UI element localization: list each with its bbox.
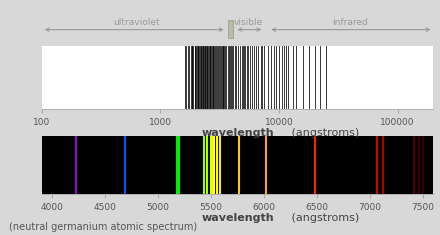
- Text: infrared: infrared: [332, 18, 368, 27]
- Text: wavelength: wavelength: [201, 128, 274, 138]
- Text: (angstroms): (angstroms): [288, 128, 359, 138]
- Text: wavelength: wavelength: [201, 213, 274, 223]
- Text: (angstroms): (angstroms): [288, 213, 359, 223]
- Bar: [228, 20, 233, 38]
- Text: ultraviolet: ultraviolet: [113, 18, 159, 27]
- Text: (neutral germanium atomic spectrum): (neutral germanium atomic spectrum): [9, 222, 197, 232]
- Text: visible: visible: [234, 18, 263, 27]
